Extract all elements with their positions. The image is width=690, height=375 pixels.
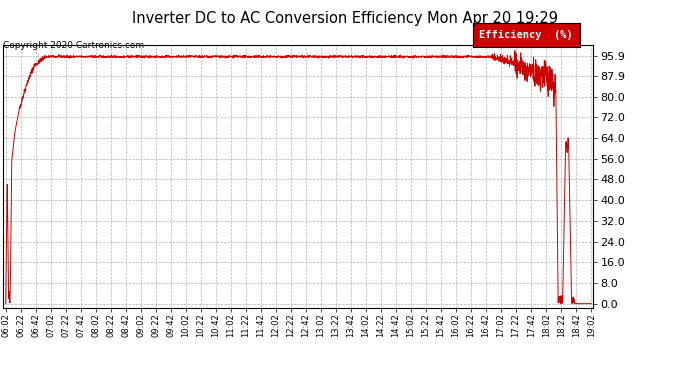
Text: Inverter DC to AC Conversion Efficiency Mon Apr 20 19:29: Inverter DC to AC Conversion Efficiency … <box>132 11 558 26</box>
Text: Copyright 2020 Cartronics.com: Copyright 2020 Cartronics.com <box>3 41 145 50</box>
Text: Efficiency  (%): Efficiency (%) <box>480 30 573 40</box>
